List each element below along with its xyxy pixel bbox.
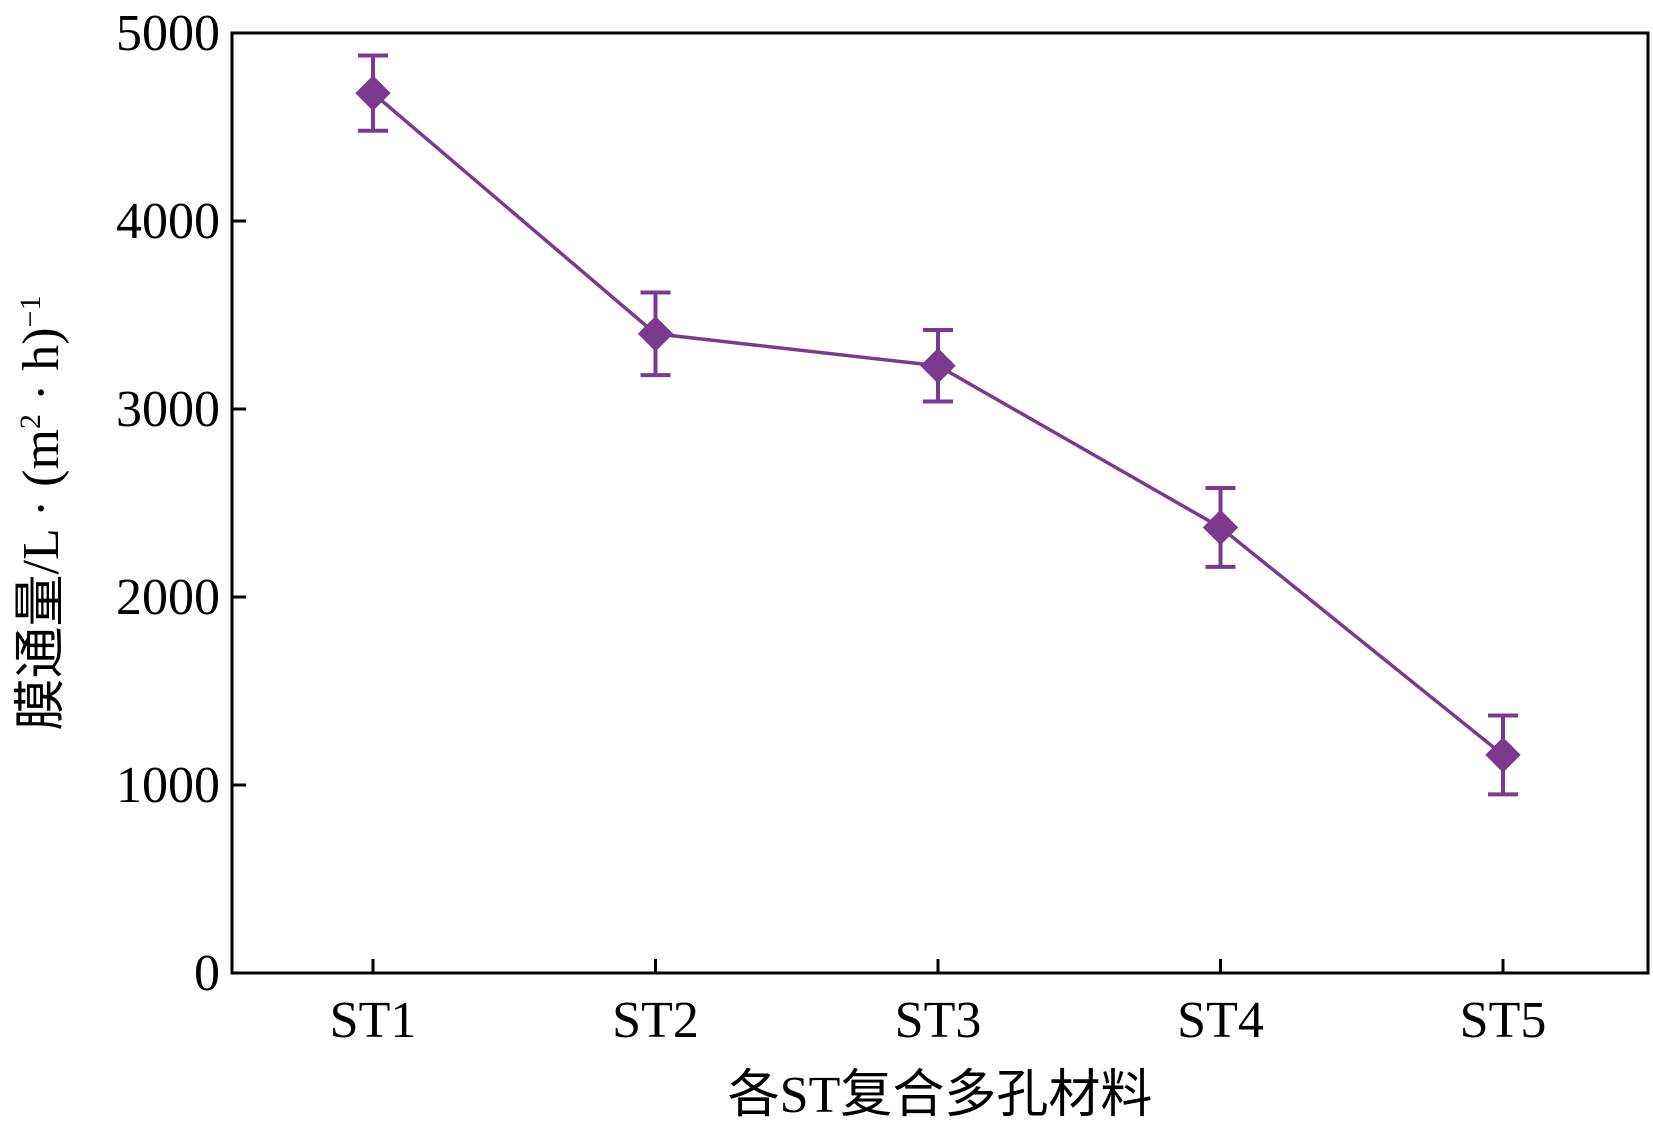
y-tick-label-2000: 2000	[116, 569, 220, 626]
data-point-ST2	[637, 316, 674, 352]
y-axis-title-main: 膜通量/L · (m	[13, 429, 70, 730]
plot-frame	[230, 31, 1650, 975]
series-line	[371, 91, 1505, 757]
x-axis-ticks: ST1 ST2 ST3 ST4 ST5	[330, 959, 1547, 1049]
error-bars	[358, 53, 1518, 797]
series-markers	[355, 75, 1521, 773]
y-tick-label-5000: 5000	[116, 5, 220, 62]
x-tick-label-ST5: ST5	[1460, 992, 1547, 1049]
x-tick-label-ST4: ST4	[1177, 992, 1264, 1049]
y-axis-title-sup-minus1: −1	[14, 296, 47, 328]
x-tick-label-ST2: ST2	[612, 992, 699, 1049]
x-tick-label-ST3: ST3	[895, 992, 982, 1049]
y-tick-label-3000: 3000	[116, 381, 220, 438]
y-tick-label-4000: 4000	[116, 193, 220, 250]
series-line-group	[371, 91, 1505, 757]
data-point-ST3	[920, 348, 956, 384]
x-tick-label-ST1: ST1	[330, 992, 417, 1049]
y-tick-label-1000: 1000	[116, 757, 220, 814]
y-axis-title-mid: · h)	[13, 327, 70, 414]
data-point-ST5	[1485, 737, 1521, 773]
y-tick-label-0: 0	[194, 945, 220, 1002]
data-point-ST1	[355, 75, 391, 111]
y-axis-ticks: 0 1000 2000 3000 4000 5000	[116, 5, 246, 1002]
y-axis-title-sup-2: 2	[14, 414, 47, 429]
y-axis-title: 膜通量/L · (m2 · h)−1	[13, 296, 70, 731]
x-axis-title: 各ST复合多孔材料	[728, 1067, 1153, 1124]
data-point-ST4	[1202, 509, 1239, 546]
